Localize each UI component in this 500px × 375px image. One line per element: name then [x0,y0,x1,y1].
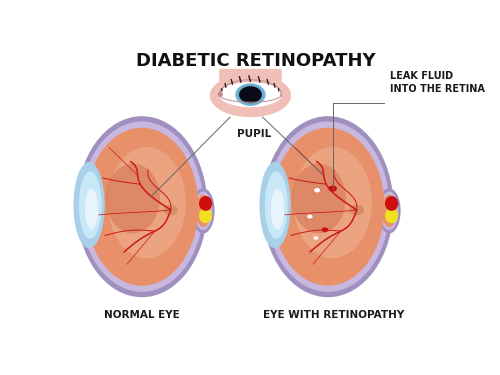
Ellipse shape [266,122,390,292]
Ellipse shape [74,162,104,248]
Ellipse shape [218,92,223,97]
Circle shape [239,86,262,103]
Ellipse shape [199,196,212,211]
Ellipse shape [85,189,98,230]
Ellipse shape [265,171,287,239]
Text: LEAK FLUID
INTO THE RETINA: LEAK FLUID INTO THE RETINA [390,71,485,94]
Ellipse shape [106,164,160,234]
Circle shape [307,214,312,219]
Ellipse shape [194,192,212,230]
Ellipse shape [385,196,398,211]
Circle shape [314,236,318,240]
Ellipse shape [378,188,400,234]
Ellipse shape [196,195,210,227]
Circle shape [322,227,328,232]
Text: DIABETIC RETINOPATHY: DIABETIC RETINOPATHY [136,52,376,70]
Ellipse shape [79,171,102,239]
Ellipse shape [199,209,212,223]
Ellipse shape [219,82,282,107]
Ellipse shape [235,83,266,106]
Ellipse shape [76,116,208,297]
Ellipse shape [294,147,372,258]
Ellipse shape [86,128,198,286]
Ellipse shape [262,116,394,297]
Circle shape [314,188,320,192]
Text: PUPIL: PUPIL [237,129,272,139]
Ellipse shape [108,147,186,258]
Ellipse shape [236,84,264,105]
Ellipse shape [382,195,396,227]
Polygon shape [220,69,282,96]
Ellipse shape [272,128,384,286]
Ellipse shape [271,189,284,230]
Ellipse shape [292,164,346,234]
Text: EYE WITH RETINOPATHY: EYE WITH RETINOPATHY [263,310,404,320]
Circle shape [350,205,364,215]
Circle shape [164,205,178,215]
Ellipse shape [210,74,291,117]
Circle shape [328,186,337,192]
Ellipse shape [80,122,204,292]
Ellipse shape [385,209,398,223]
Text: NORMAL EYE: NORMAL EYE [104,310,180,320]
Ellipse shape [192,188,214,234]
Ellipse shape [260,162,290,248]
Ellipse shape [380,192,398,230]
